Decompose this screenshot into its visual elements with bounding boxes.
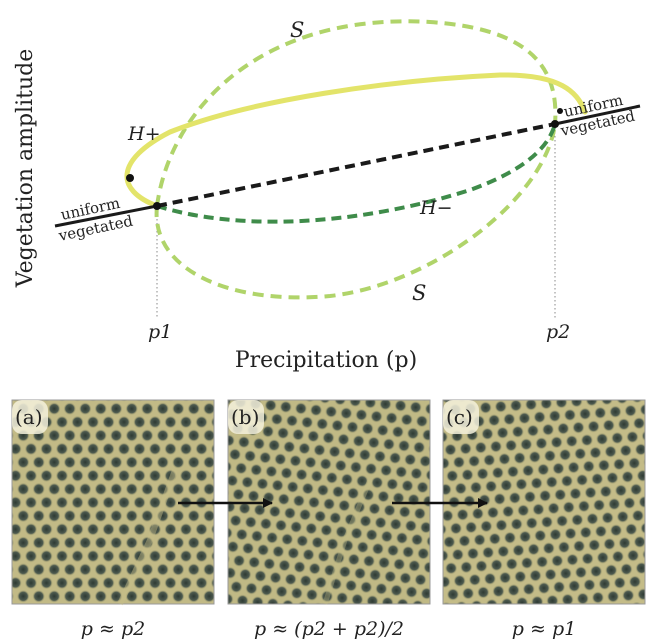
p1-point xyxy=(153,202,161,210)
fold-point xyxy=(126,174,134,182)
panel-a-tag: (a) xyxy=(15,405,43,429)
s-branch-top xyxy=(155,19,558,207)
p2-upper-point xyxy=(557,108,563,114)
panel-c-caption: p ≈ p1 xyxy=(512,618,576,640)
h-plus-branch xyxy=(124,72,588,209)
uniform-unstable-branch xyxy=(156,122,556,208)
s-bottom-label: S xyxy=(412,281,426,305)
h-minus-label: H− xyxy=(419,197,453,219)
h-minus-branch xyxy=(156,123,557,224)
p2-point xyxy=(551,120,559,128)
y-axis-label: Vegetation amplitude xyxy=(13,49,38,288)
s-top-label: S xyxy=(290,18,304,42)
p1-tick-label: p1 xyxy=(148,321,172,343)
panel-b-tag: (b) xyxy=(231,405,259,429)
x-axis-label: Precipitation (p) xyxy=(235,348,417,373)
uniform-stable-left xyxy=(54,204,158,228)
s-branch-bottom xyxy=(154,123,557,300)
panel-a-caption: p ≈ p2 xyxy=(81,618,145,640)
panel-b-caption: p ≈ (p2 + p2)/2 xyxy=(254,618,404,640)
h-plus-label: H+ xyxy=(127,123,161,145)
uniform-stable-right xyxy=(554,104,641,126)
panel-c-tag: (c) xyxy=(446,405,473,429)
p2-tick-label: p2 xyxy=(546,321,570,343)
